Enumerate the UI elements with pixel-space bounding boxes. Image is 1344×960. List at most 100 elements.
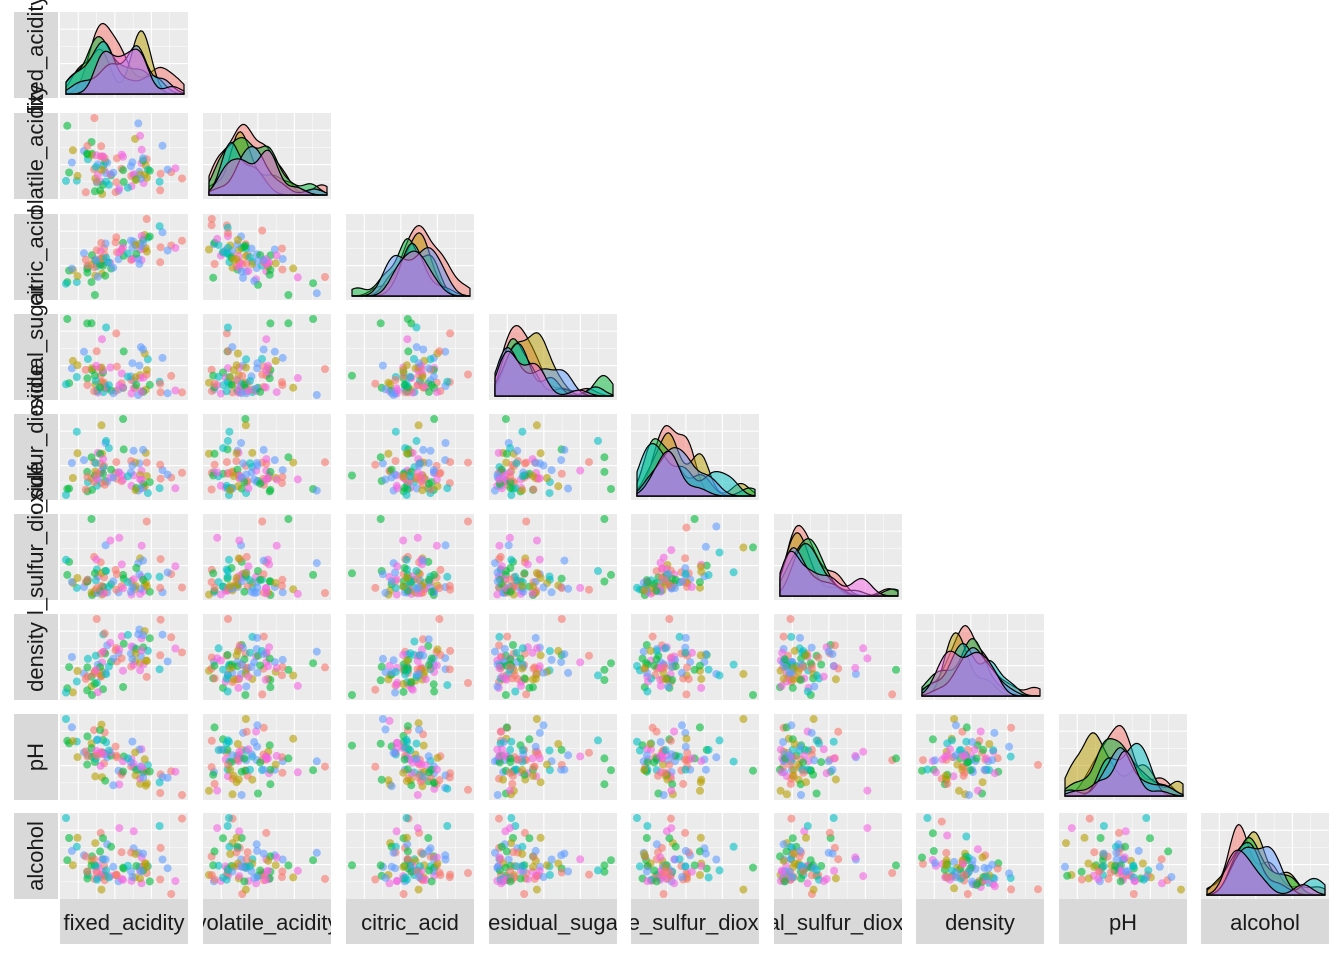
scatter-panel-density-total_sulfur_dioxide bbox=[774, 614, 902, 700]
scatter-point bbox=[210, 847, 219, 856]
scatter-point bbox=[219, 665, 228, 674]
scatter-point bbox=[529, 582, 537, 591]
scatter-point bbox=[234, 554, 243, 563]
scatter-point bbox=[931, 756, 939, 765]
scatter-point bbox=[219, 873, 228, 882]
scatter-point bbox=[391, 427, 400, 436]
scatter-point bbox=[419, 651, 428, 660]
scatter-point bbox=[923, 765, 932, 774]
scatter-point bbox=[312, 757, 321, 766]
scatter-point bbox=[953, 760, 962, 769]
scatter-point bbox=[533, 536, 541, 545]
scatter-point bbox=[348, 741, 356, 750]
scatter-point bbox=[425, 866, 433, 875]
scatter-point bbox=[518, 582, 527, 590]
scatter-point bbox=[207, 215, 216, 223]
scatter-point bbox=[83, 867, 92, 876]
scatter-point bbox=[682, 734, 691, 743]
scatter-point bbox=[68, 688, 77, 697]
scatter-point bbox=[278, 466, 287, 475]
scatter-point bbox=[642, 641, 651, 649]
scatter-point bbox=[640, 664, 649, 673]
scatter-point bbox=[321, 663, 329, 672]
scatter-point bbox=[222, 458, 231, 467]
scatter-point bbox=[682, 690, 691, 699]
scatter-point bbox=[178, 791, 186, 799]
scatter-point bbox=[404, 347, 413, 356]
scatter-point bbox=[943, 831, 952, 840]
scatter-point bbox=[376, 861, 385, 870]
scatter-point bbox=[278, 768, 287, 777]
scatter-point bbox=[131, 771, 140, 780]
scatter-point bbox=[697, 757, 706, 766]
scatter-point bbox=[931, 859, 939, 867]
scatter-point bbox=[232, 651, 241, 660]
scatter-point bbox=[536, 778, 545, 787]
scatter-point bbox=[90, 114, 99, 122]
scatter-point bbox=[495, 541, 504, 550]
scatter-point bbox=[799, 758, 808, 767]
scatter-point bbox=[547, 855, 556, 864]
scatter-point bbox=[851, 663, 860, 672]
scatter-point bbox=[435, 584, 444, 593]
scatter-point bbox=[67, 723, 76, 732]
scatter-point bbox=[210, 583, 219, 592]
scatter-point bbox=[656, 681, 665, 690]
scatter-point bbox=[137, 541, 146, 550]
scatter-point bbox=[223, 671, 232, 680]
scatter-point bbox=[210, 674, 219, 683]
scatter-point bbox=[681, 569, 690, 578]
scatter-point bbox=[531, 846, 540, 855]
scatter-point bbox=[259, 556, 268, 565]
scatter-point bbox=[464, 370, 472, 379]
scatter-panel-total_sulfur_dioxide-residual_sugar bbox=[489, 514, 617, 600]
scatter-point bbox=[928, 829, 937, 838]
scatter-point bbox=[207, 485, 216, 494]
scatter-point bbox=[435, 868, 444, 877]
scatter-point bbox=[171, 484, 180, 493]
density-panel-citric_acid-citric_acid bbox=[346, 214, 474, 300]
scatter-point bbox=[797, 791, 805, 799]
scatter-point bbox=[293, 866, 302, 875]
scatter-point bbox=[237, 862, 246, 871]
scatter-point bbox=[643, 822, 652, 830]
scatter-point bbox=[564, 668, 573, 677]
scatter-point bbox=[399, 890, 408, 898]
scatter-point bbox=[142, 458, 151, 467]
scatter-point bbox=[216, 590, 225, 599]
scatter-point bbox=[259, 765, 268, 774]
density-curve-group-5 bbox=[636, 450, 755, 497]
scatter-point bbox=[414, 885, 423, 894]
scatter-point bbox=[789, 771, 798, 780]
scatter-point bbox=[142, 247, 151, 256]
scatter-point bbox=[506, 564, 515, 572]
scatter-point bbox=[539, 583, 548, 592]
scatter-point bbox=[506, 867, 515, 876]
scatter-point bbox=[739, 670, 748, 678]
scatter-point bbox=[232, 574, 241, 582]
scatter-point bbox=[265, 654, 274, 663]
col-strip-label: citric_acid bbox=[361, 910, 459, 935]
scatter-point bbox=[102, 253, 111, 262]
scatter-point bbox=[445, 581, 454, 590]
scatter-point bbox=[264, 866, 272, 875]
scatter-point bbox=[666, 814, 675, 823]
scatter-point bbox=[271, 259, 280, 268]
scatter-point bbox=[402, 833, 411, 842]
scatter-point bbox=[402, 491, 411, 499]
scatter-point bbox=[312, 289, 321, 298]
scatter-point bbox=[278, 575, 287, 584]
scatter-point bbox=[128, 243, 137, 252]
scatter-point bbox=[131, 373, 140, 382]
scatter-panel-density-fixed_acidity bbox=[60, 614, 188, 700]
scatter-point bbox=[312, 391, 321, 399]
scatter-point bbox=[667, 824, 676, 833]
scatter-point bbox=[321, 589, 329, 597]
scatter-point bbox=[123, 578, 132, 587]
scatter-point bbox=[432, 765, 441, 774]
density-panel-residual_sugar-residual_sugar bbox=[489, 314, 617, 400]
scatter-point bbox=[696, 651, 705, 660]
scatter-point bbox=[223, 243, 232, 252]
scatter-point bbox=[715, 548, 724, 557]
scatter-point bbox=[96, 761, 105, 770]
